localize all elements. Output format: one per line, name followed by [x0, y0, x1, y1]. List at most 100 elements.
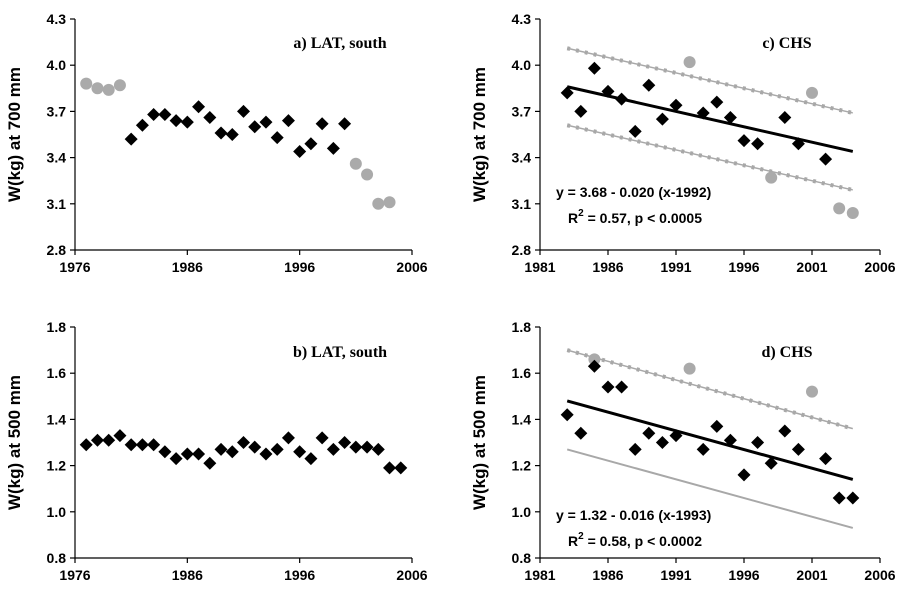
y-tick-label: 3.7: [47, 103, 67, 119]
data-point-diamond: [560, 408, 574, 422]
y-tick-label: 0.8: [512, 550, 532, 566]
data-point-diamond: [723, 111, 737, 125]
data-point-diamond: [846, 491, 860, 505]
data-point-diamond: [338, 436, 352, 449]
x-tick-label: 1986: [172, 567, 203, 583]
data-point-diamond: [180, 447, 194, 461]
y-tick-label: 1.0: [47, 504, 67, 520]
data-point-diamond: [293, 445, 307, 459]
data-point-gray: [683, 362, 696, 375]
y-tick-label: 1.2: [47, 458, 67, 474]
y-axis-label: W(kg) at 700 mm: [470, 67, 489, 202]
x-tick-label: 1996: [728, 567, 759, 583]
data-point-diamond: [225, 128, 239, 141]
data-point-diamond: [371, 442, 385, 456]
data-point-diamond: [192, 100, 206, 114]
x-tick-label: 1991: [660, 259, 691, 275]
y-tick-label: 1.4: [512, 411, 532, 427]
data-point-diamond: [601, 380, 615, 394]
confidence-band-1: [566, 448, 854, 529]
data-point-diamond: [102, 433, 116, 447]
data-point-diamond: [135, 118, 149, 132]
data-point-diamond: [574, 104, 588, 118]
regression-equation: y = 1.32 - 0.016 (x-1993): [556, 507, 711, 523]
y-axis-label: W(kg) at 500 mm: [470, 375, 489, 510]
confidence-band-line-1: [567, 124, 853, 191]
data-point-diamond: [147, 107, 161, 121]
data-point-diamond: [394, 461, 408, 475]
data-point-diamond: [791, 442, 805, 456]
r-superscript: 2: [578, 531, 584, 542]
data-point-diamond: [615, 380, 629, 394]
x-tick-label: 1976: [59, 567, 90, 583]
y-tick-label: 3.1: [47, 196, 67, 212]
x-tick-label: 1986: [172, 259, 203, 275]
data-point-diamond: [764, 456, 778, 470]
data-point-diamond: [192, 447, 206, 461]
data-point-diamond: [574, 426, 588, 440]
data-point-diamond: [601, 84, 615, 98]
stats-text: = 0.58, p < 0.0002: [584, 533, 703, 549]
r-superscript: 2: [578, 208, 584, 219]
data-point-diamond: [723, 433, 737, 447]
x-tick-label: 2001: [796, 567, 827, 583]
data-point-gray: [361, 168, 374, 181]
data-point-diamond: [669, 98, 683, 112]
data-point-diamond: [315, 431, 329, 445]
x-tick-label: 1976: [59, 259, 90, 275]
y-axis-label: W(kg) at 700 mm: [5, 67, 24, 202]
data-point-diamond: [203, 456, 217, 470]
y-tick-label: 2.8: [512, 242, 532, 258]
data-point-diamond: [696, 442, 710, 456]
data-point-diamond: [751, 137, 765, 151]
data-point-diamond: [819, 152, 833, 166]
y-tick-label: 4.0: [47, 57, 67, 73]
y-tick-label: 1.4: [47, 411, 67, 427]
data-point-diamond: [587, 359, 601, 373]
data-point-diamond: [587, 61, 601, 75]
data-point-diamond: [710, 95, 724, 109]
y-tick-label: 3.7: [512, 103, 532, 119]
r-symbol: R: [568, 210, 578, 226]
panel-title: a) LAT, south: [293, 35, 386, 52]
panel-b: 0.8 1.0 1.2 1.4 1.6 1.8 1976 1986 1996 2006 W(kg) …: [5, 319, 428, 583]
y-tick-label: 1.8: [512, 319, 532, 335]
data-point-gray: [806, 86, 818, 99]
regression-stats: R2 = 0.58, p < 0.0002: [568, 531, 702, 549]
data-point-diamond: [203, 111, 217, 125]
data-point-diamond: [135, 438, 149, 452]
data-point-diamond: [124, 438, 138, 452]
data-point-diamond: [270, 442, 284, 456]
panel-title: c) CHS: [762, 35, 811, 52]
data-point-diamond: [655, 112, 669, 126]
panel-a: 2.8 3.1 3.4 3.7 4.0 4.3 1976 1986 1996 2006 W(kg) …: [5, 11, 428, 275]
data-point-diamond: [259, 115, 273, 129]
data-point-diamond: [710, 419, 724, 433]
confidence-band-line-0: [567, 47, 853, 114]
data-point-diamond: [270, 131, 284, 145]
regression-line: [566, 399, 854, 481]
data-point-diamond: [628, 442, 642, 456]
x-tick-label: 1986: [592, 259, 623, 275]
data-point-gray: [806, 385, 818, 398]
y-axis-label: W(kg) at 500 mm: [5, 375, 24, 510]
data-point-gray: [833, 202, 846, 215]
data-point-diamond: [819, 452, 833, 466]
x-tick-label: 1986: [592, 567, 623, 583]
data-point-diamond: [315, 117, 329, 131]
x-tick-label: 1996: [284, 259, 315, 275]
data-point-diamond: [237, 436, 250, 449]
data-point-diamond: [304, 137, 318, 151]
data-point-diamond: [326, 141, 340, 155]
data-point-gray: [383, 196, 396, 209]
data-point-diamond: [560, 86, 574, 100]
panel-title: b) LAT, south: [293, 344, 387, 361]
data-point-diamond: [642, 78, 656, 92]
regression-line: [566, 85, 854, 153]
x-tick-label: 1981: [524, 259, 555, 275]
y-tick-label: 1.6: [47, 365, 67, 381]
data-point-diamond: [169, 114, 183, 128]
data-point-gray: [102, 83, 115, 96]
x-tick-label: 2006: [864, 259, 895, 275]
